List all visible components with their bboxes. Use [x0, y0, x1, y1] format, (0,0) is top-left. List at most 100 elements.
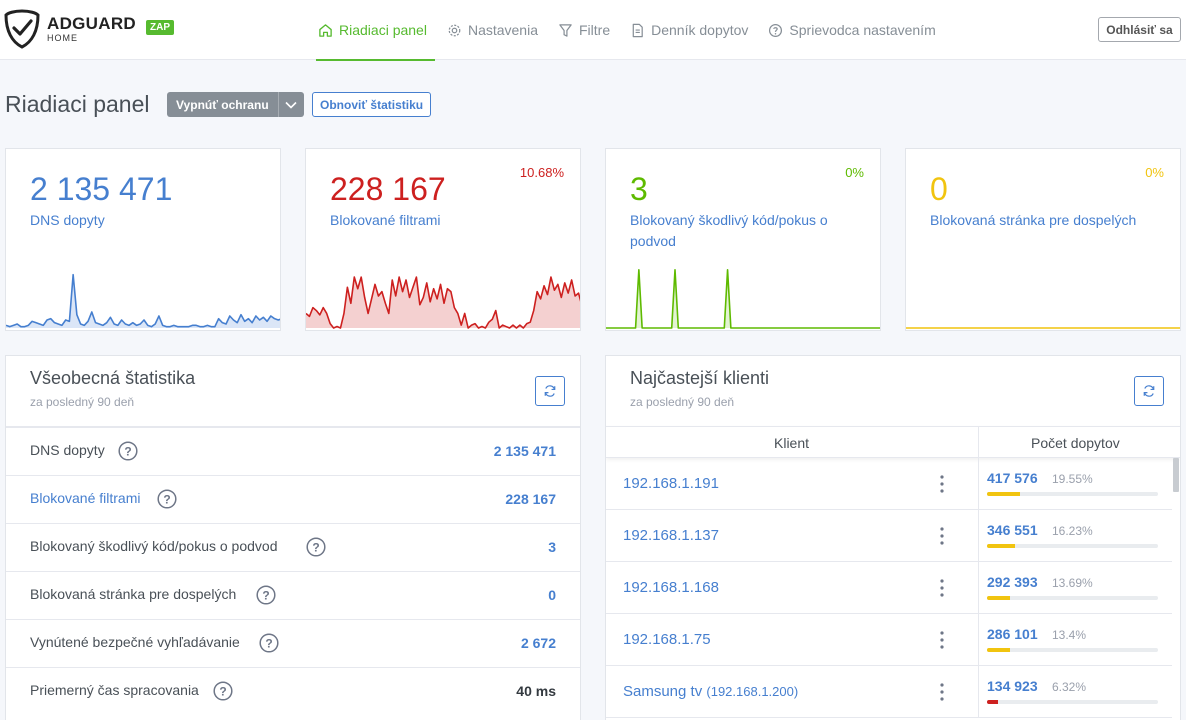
stat-card-blocked-filters: 228 167 Blokované filtrami 10.68% [305, 148, 581, 331]
divider [6, 426, 580, 427]
main-nav: Riadiaci panel Nastavenia Filtre Denník … [310, 0, 948, 61]
column-divider [978, 562, 979, 614]
stat-card-value: 228 167 [330, 171, 446, 207]
client-ip: (192.168.1.200) [706, 684, 799, 699]
svg-text:?: ? [124, 445, 131, 459]
kebab-menu-icon[interactable] [936, 472, 948, 496]
protection-dropdown-toggle[interactable] [277, 92, 304, 117]
nav-dashboard-label: Riadiaci panel [339, 22, 427, 38]
nav-filters[interactable]: Filtre [550, 0, 618, 60]
client-query-count: 292 393 [987, 574, 1038, 590]
panel-refresh-button[interactable] [1134, 376, 1164, 406]
stat-row-value: 2 135 471 [493, 443, 556, 459]
kebab-menu-icon[interactable] [936, 680, 948, 704]
stat-row-value: 2 672 [520, 635, 556, 651]
refresh-statistics-button[interactable]: Obnoviť štatistiku [312, 92, 432, 117]
stat-card-blocked-adult: 0 Blokovaná stránka pre dospelých 0% [905, 148, 1181, 331]
stat-row-label[interactable]: Blokované filtrami [30, 490, 141, 506]
client-label: 192.168.1.137 [623, 527, 719, 544]
column-divider [978, 666, 979, 718]
stat-row-value: 228 167 [505, 491, 556, 507]
question-icon[interactable]: ? [213, 681, 233, 701]
stat-card-label: Blokovaná stránka pre dospelých [930, 212, 1137, 228]
client-label: 192.168.1.168 [623, 579, 719, 596]
client-query-count: 346 551 [987, 522, 1038, 538]
top-header: ADGUARD HOME ZAP Riadiaci panel Nastaven… [0, 0, 1186, 61]
nav-setup-guide[interactable]: Sprievodca nastavením [760, 0, 943, 60]
brand-title: ADGUARD [47, 14, 136, 33]
top-clients-panel: Najčastejší klienti za posledný 90 deň K… [605, 355, 1181, 720]
protection-status-badge: ZAP [146, 20, 174, 35]
stat-card-percent: 0% [845, 165, 864, 180]
protection-toggle-group: Vypnúť ochranu [167, 92, 304, 117]
client-share-bar [987, 492, 1158, 496]
question-icon[interactable]: ? [157, 489, 177, 509]
question-icon[interactable]: ? [259, 633, 279, 653]
refresh-icon [544, 385, 556, 397]
client-share-bar-fill [987, 492, 1021, 496]
client-label: 192.168.1.75 [623, 631, 711, 648]
panel-title: Všeobecná štatistika [30, 368, 196, 388]
logout-button[interactable]: Odhlásiť sa [1098, 17, 1181, 42]
column-divider [978, 614, 979, 666]
question-icon[interactable]: ? [306, 537, 326, 557]
stat-card-value: 3 [630, 171, 648, 207]
client-name[interactable]: 192.168.1.137 [623, 527, 719, 544]
general-statistics-panel: Všeobecná štatistika za posledný 90 deň … [5, 355, 581, 720]
column-header-query-count[interactable]: Počet dopytov [1031, 435, 1120, 451]
nav-dashboard[interactable]: Riadiaci panel [310, 0, 435, 61]
stat-row-label: Priemerný čas spracovania [30, 682, 199, 698]
adguard-shield-logo[interactable] [4, 9, 40, 49]
kebab-menu-icon[interactable] [936, 628, 948, 652]
disable-protection-button[interactable]: Vypnúť ochranu [167, 92, 278, 117]
client-name[interactable]: 192.168.1.75 [623, 631, 711, 648]
column-divider [978, 510, 979, 562]
panel-refresh-button[interactable] [535, 376, 565, 406]
stat-card-value: 0 [930, 171, 948, 207]
stat-card-label: DNS dopyty [30, 212, 105, 228]
chevron-down-icon [285, 101, 297, 109]
client-row: 192.168.1.75 286 101 13.4% [606, 614, 1172, 666]
stat-card-percent: 10.68% [519, 165, 564, 180]
client-share-bar-fill [987, 596, 1011, 600]
client-share-bar-fill [987, 648, 1010, 652]
question-icon[interactable]: ? [256, 585, 276, 605]
client-name[interactable]: 192.168.1.168 [623, 579, 719, 596]
stat-row-safe-search: Vynútené bezpečné vyhľadávanie ? 2 672 [6, 619, 580, 667]
brand-subtitle: HOME [47, 33, 78, 43]
kebab-menu-icon[interactable] [936, 576, 948, 600]
client-row: 192.168.1.191 417 576 19.55% [606, 458, 1172, 510]
client-row: 192.168.1.137 346 551 16.23% [606, 510, 1172, 562]
column-divider [978, 458, 979, 510]
stat-row-blocked-malware: Blokovaný škodlivý kód/pokus o podvod ? … [6, 523, 580, 571]
page-title: Riadiaci panel [5, 91, 150, 117]
stat-row-blocked-filters: Blokované filtrami ? 228 167 [6, 475, 580, 523]
client-query-percent: 13.69% [1052, 576, 1093, 590]
client-query-count: 417 576 [987, 470, 1038, 486]
stat-card-dns-queries: 2 135 471 DNS dopyty [5, 148, 281, 331]
stat-row-label: Vynútené bezpečné vyhľadávanie [30, 634, 240, 650]
stat-row-label: Blokovaná stránka pre dospelých [30, 586, 237, 602]
sparkline-chart [606, 260, 881, 330]
svg-text:?: ? [265, 637, 272, 651]
scrollbar-thumb[interactable] [1173, 458, 1179, 492]
svg-text:?: ? [219, 685, 226, 699]
clients-scrollbar[interactable] [1173, 458, 1179, 718]
question-icon[interactable]: ? [118, 441, 138, 461]
stat-row-value: 3 [548, 539, 556, 555]
kebab-menu-icon[interactable] [936, 524, 948, 548]
panel-subtitle: za posledný 90 deň [30, 395, 135, 409]
column-header-client[interactable]: Klient [774, 435, 810, 451]
nav-settings[interactable]: Nastavenia [439, 0, 546, 60]
refresh-icon [1143, 385, 1155, 397]
client-share-bar [987, 544, 1158, 548]
client-row: Samsung tv (192.168.1.200) 134 923 6.32% [606, 666, 1172, 718]
stat-card-value: 2 135 471 [30, 171, 173, 207]
stat-row-blocked-adult: Blokovaná stránka pre dospelých ? 0 [6, 571, 580, 619]
client-share-bar [987, 700, 1158, 704]
nav-query-log[interactable]: Denník dopytov [622, 0, 756, 60]
client-name[interactable]: Samsung tv (192.168.1.200) [623, 683, 798, 700]
sparkline-line [606, 270, 881, 328]
stat-row-value: 40 ms [516, 683, 556, 699]
client-name[interactable]: 192.168.1.191 [623, 475, 719, 492]
